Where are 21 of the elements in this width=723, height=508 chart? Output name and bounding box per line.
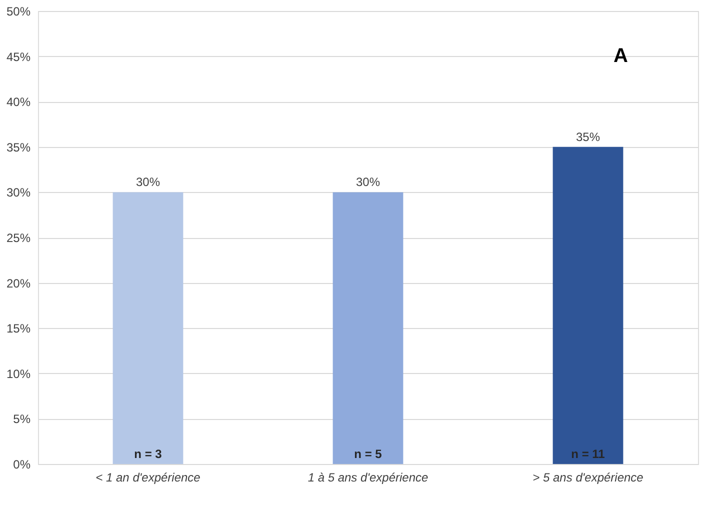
annotation: A xyxy=(614,45,628,67)
data-label: 30% xyxy=(136,175,160,190)
data-label: 35% xyxy=(576,130,600,144)
y-tick-label: 35% xyxy=(6,140,31,154)
annotation: n = 3 xyxy=(134,447,162,461)
y-tick-label: 45% xyxy=(6,50,31,64)
y-tick-label: 0% xyxy=(13,458,31,472)
y-tick-label: 15% xyxy=(6,322,31,336)
data-label: 30% xyxy=(356,175,380,190)
x-tick-label: > 5 ans d'expérience xyxy=(532,470,644,484)
y-tick-label: 10% xyxy=(6,366,31,381)
x-tick-label: 1 à 5 ans d'expérience xyxy=(308,470,429,484)
annotation: n = 11 xyxy=(571,447,606,461)
x-tick-label: < 1 an d'expérience xyxy=(96,470,201,484)
y-tick-label: 40% xyxy=(6,95,31,110)
y-tick-label: 50% xyxy=(6,4,31,18)
annotation: n = 5 xyxy=(354,447,382,461)
y-tick-label: 25% xyxy=(6,231,31,245)
y-tick-label: 20% xyxy=(6,276,31,290)
y-tick-label: 30% xyxy=(6,186,31,200)
y-tick-label: 5% xyxy=(13,412,31,426)
